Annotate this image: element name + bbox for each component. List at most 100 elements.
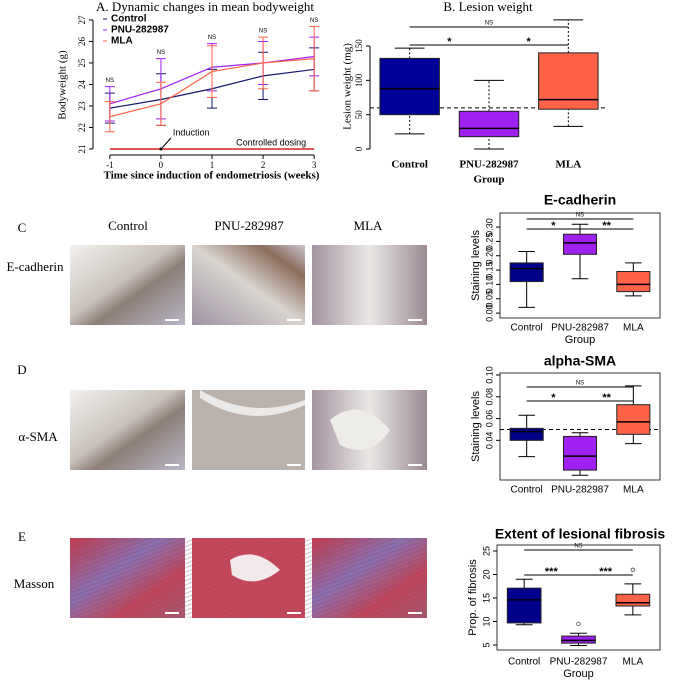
y-tick-label: 0.15: [484, 261, 494, 279]
x-tick-label: PNU-282987: [551, 485, 609, 496]
x-tick-label: MLA: [623, 657, 644, 668]
plot-frame: [496, 544, 661, 651]
y-tick-label: 15: [481, 593, 491, 603]
y-tick-label: 20: [481, 570, 491, 580]
micrograph: [312, 245, 427, 325]
error-bar: [309, 25, 320, 92]
y-tick-label: 27: [77, 15, 87, 25]
comparison-label: ***: [599, 566, 613, 578]
y-tick-label: 10: [481, 617, 491, 627]
y-axis-label: Prop. of fibrosis: [467, 559, 479, 636]
x-tick-label: PNU-282987: [551, 323, 609, 334]
whisker-cap: [394, 47, 425, 135]
comparison-label: **: [602, 392, 611, 404]
y-tick-label: 23: [77, 101, 87, 111]
chart-title: E-cadherin: [544, 192, 616, 208]
comparison-label: *: [527, 36, 532, 48]
y-tick-label: 0.04: [484, 432, 494, 450]
box: [562, 435, 598, 471]
column-label: PNU-282987: [214, 218, 284, 233]
panel-letter: E: [18, 529, 26, 544]
y-tick-label: 25: [481, 546, 491, 556]
row-label: Masson: [14, 576, 55, 591]
x-tick-label: Control: [511, 323, 543, 334]
x-axis-label: Group: [474, 174, 505, 186]
y-tick-label: 22: [77, 123, 87, 132]
y-tick-label: 0: [354, 146, 364, 151]
x-tick-label: PNU-282987: [459, 159, 519, 171]
x-tick-label: MLA: [623, 323, 644, 334]
induction-point: [159, 147, 163, 151]
whisker-cap: [571, 223, 589, 280]
y-axis-label: Staining levels: [470, 230, 482, 301]
outlier: [630, 567, 635, 572]
error-bar: [258, 36, 269, 90]
y-tick-label: 0.20: [484, 247, 494, 265]
box: [616, 404, 651, 435]
comparison-label: ***: [545, 566, 559, 578]
row-label: α-SMA: [18, 429, 58, 444]
whisker-cap: [571, 432, 589, 476]
box: [616, 271, 651, 293]
box: [509, 262, 544, 283]
y-tick-label: 0.30: [484, 218, 494, 236]
x-tick-label: 0: [159, 160, 164, 170]
lumen: [200, 390, 305, 416]
micrograph: [192, 245, 305, 325]
box: [562, 233, 598, 255]
box: [506, 587, 542, 624]
y-tick-label: 0.25: [484, 233, 494, 251]
y-axis-label: Bodyweight (g): [57, 50, 69, 120]
chart-title: alpha-SMA: [544, 353, 616, 369]
y-axis-label: Staining levels: [470, 391, 482, 462]
outlier: [576, 621, 581, 627]
x-tick-label: 1: [210, 160, 215, 170]
lumen: [330, 409, 390, 450]
y-tick-label: 25: [77, 58, 87, 67]
y-tick-label: 100: [354, 73, 364, 87]
y-tick-label: 0.00: [484, 304, 494, 322]
comparison-label: NS: [574, 544, 582, 550]
y-tick-label: 5: [481, 643, 491, 648]
y-tick-label: 0.10: [484, 366, 494, 384]
scale-bar: [287, 612, 301, 614]
y-tick-label: 24: [77, 79, 87, 89]
micrograph: [70, 390, 185, 470]
x-tick-label: PNU-282987: [550, 657, 608, 668]
whisker-cap: [625, 385, 642, 445]
scale-bar: [408, 319, 422, 321]
dosing-label: Controlled dosing: [236, 137, 306, 147]
scale-bar: [408, 612, 422, 614]
y-tick-label: 50: [354, 110, 364, 120]
box: [379, 57, 440, 116]
error-bar: [104, 101, 115, 133]
significance-label: NS: [208, 35, 216, 41]
whisker-cap: [474, 79, 504, 150]
legend-label: Control: [111, 14, 147, 25]
comparison-label: NS: [485, 21, 493, 27]
chart-title: B. Lesion weight: [443, 0, 533, 14]
y-tick-label: 21: [77, 144, 87, 153]
y-tick-label: 0.08: [484, 388, 494, 406]
chart-title: A. Dynamic changes in mean bodyweight: [96, 0, 314, 14]
legend-label: MLA: [111, 36, 133, 47]
column-label: Control: [108, 218, 148, 233]
y-tick-label: 150: [354, 39, 364, 53]
significance-label: NS: [106, 78, 114, 84]
x-axis-label: Group: [563, 668, 594, 680]
scale-bar: [408, 464, 422, 466]
comparison-label: **: [602, 220, 611, 232]
x-tick-label: Control: [391, 159, 427, 171]
x-tick-label: Control: [508, 657, 540, 668]
x-tick-label: MLA: [555, 159, 581, 171]
comparison-label: NS: [576, 213, 584, 219]
comparison-label: NS: [576, 381, 584, 387]
whisker-cap: [553, 19, 584, 127]
y-tick-label: 0.06: [484, 410, 494, 428]
whisker-cap: [515, 578, 533, 626]
scale-bar: [287, 464, 301, 466]
scale-bar: [165, 612, 179, 614]
micrograph: [70, 245, 185, 325]
lumen: [230, 554, 280, 582]
